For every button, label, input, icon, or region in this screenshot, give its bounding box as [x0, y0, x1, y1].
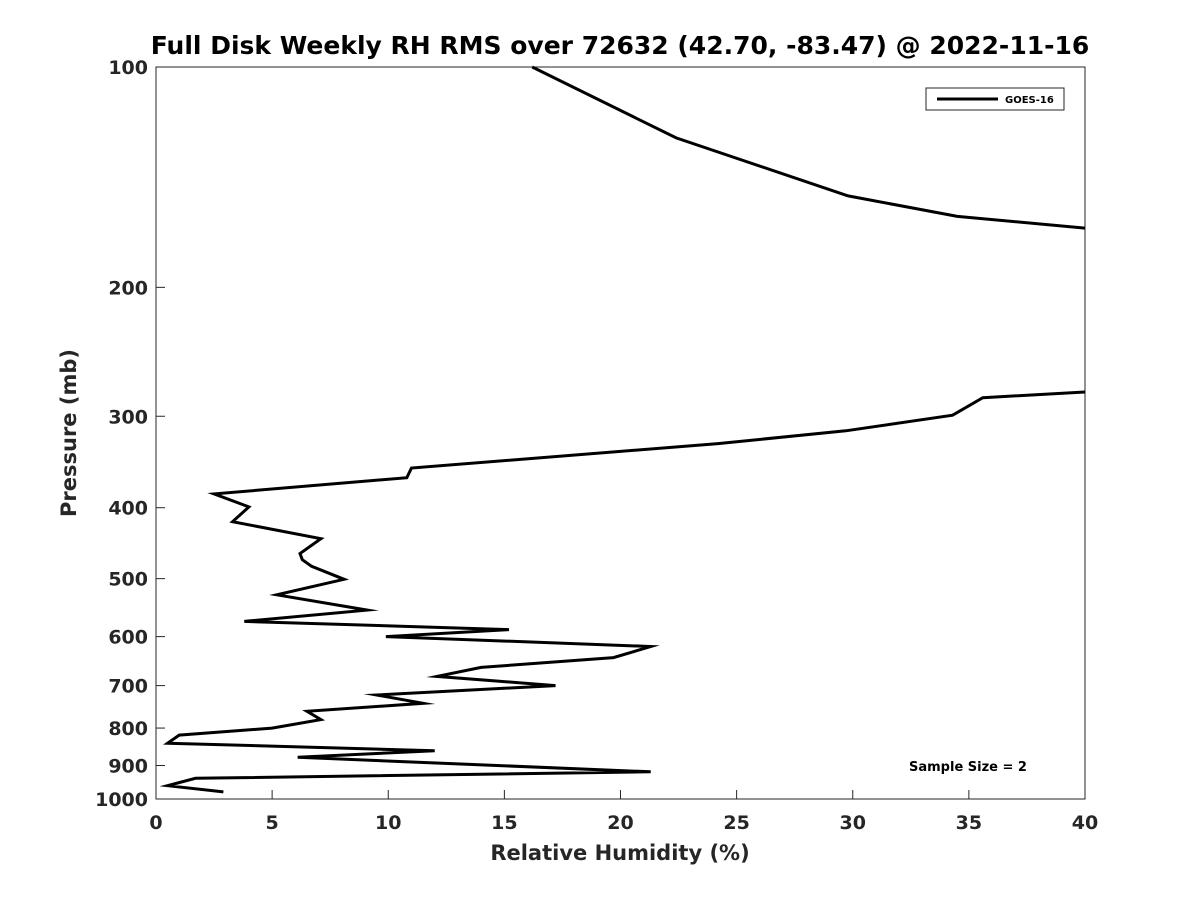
- x-tick-label: 35: [956, 812, 982, 834]
- y-tick-label: 800: [108, 718, 148, 740]
- y-tick-label: 500: [108, 569, 148, 591]
- x-tick-label: 30: [840, 812, 866, 834]
- x-tick-label: 40: [1072, 812, 1098, 834]
- plot-frame: [155, 66, 1086, 800]
- x-axis: 0 5 10 15 20 25 30 35 40: [149, 790, 1098, 834]
- x-tick-label: 0: [149, 812, 162, 834]
- series-line-goes16-segment-1: [531, 65, 1086, 230]
- x-tick-label: 5: [266, 812, 279, 834]
- sample-size-annotation: Sample Size = 2: [909, 760, 1027, 775]
- x-tick-label: 15: [491, 812, 517, 834]
- series-line-goes16-segment-2: [159, 390, 1086, 794]
- y-tick-label: 100: [108, 57, 148, 79]
- y-tick-label: 700: [108, 676, 148, 698]
- y-tick-label: 1000: [95, 789, 148, 811]
- series-layer: [159, 65, 1086, 794]
- x-tick-label: 20: [607, 812, 633, 834]
- x-axis-label: Relative Humidity (%): [490, 841, 749, 865]
- legend-label: GOES-16: [1005, 95, 1054, 106]
- x-tick-label: 25: [723, 812, 749, 834]
- y-tick-label: 300: [108, 406, 148, 428]
- y-tick-label: 900: [108, 756, 148, 778]
- y-axis: 100 200 300 400 500 600 700 800 900 1000: [95, 57, 165, 811]
- x-tick-label: 10: [375, 812, 401, 834]
- y-tick-label: 600: [108, 627, 148, 649]
- legend: GOES-16: [925, 87, 1065, 111]
- y-tick-label: 400: [108, 498, 148, 520]
- y-tick-label: 200: [108, 277, 148, 299]
- y-axis-label: Pressure (mb): [57, 349, 81, 517]
- chart-title: Full Disk Weekly RH RMS over 72632 (42.7…: [151, 31, 1090, 60]
